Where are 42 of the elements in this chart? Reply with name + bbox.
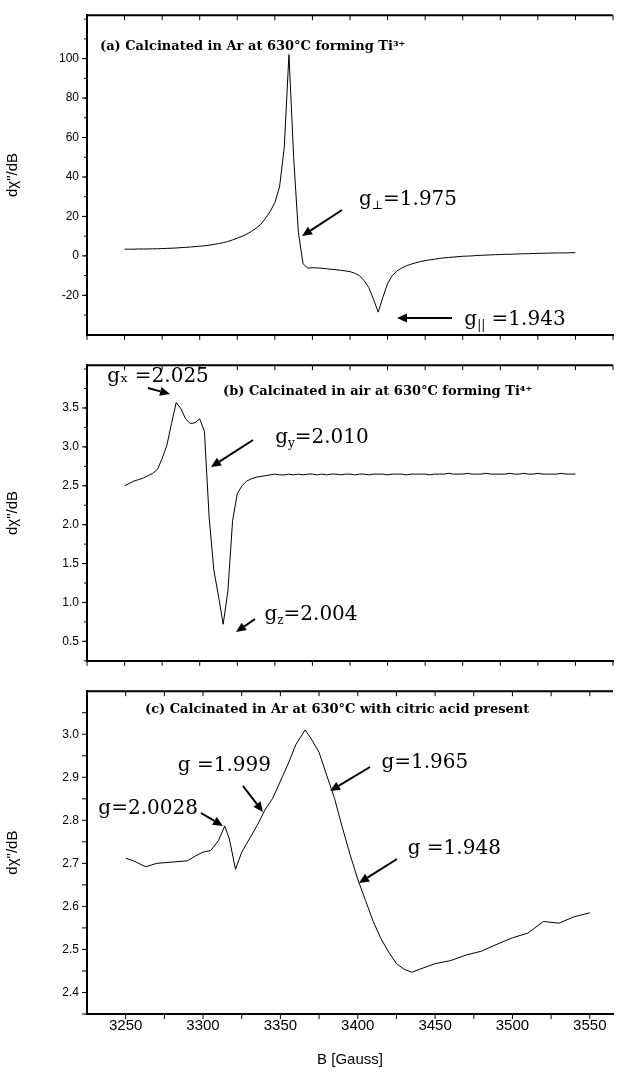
text: (c) Calcinated in Ar at 630°C with citric acid present — [145, 701, 530, 717]
x-tick-label: 3250 — [108, 1016, 143, 1034]
annotation: g⊥=1.975 — [358, 186, 458, 213]
y-tick-label: 2.6 — [62, 898, 80, 913]
y-axis-title: dχ"/dB — [3, 490, 21, 536]
y-tick-label: 2.5 — [62, 941, 80, 956]
x-tick-label: 3300 — [186, 1016, 220, 1034]
y-tick-label: 0.5 — [62, 633, 80, 648]
y-tick-label: 2.9 — [62, 769, 80, 784]
y-tick-label: -20 — [61, 287, 80, 302]
x-tick-label: 3400 — [341, 1016, 375, 1034]
y-tick-label: 1.5 — [62, 555, 80, 570]
annotation: g=2.0028 — [98, 795, 198, 820]
y-tick-label: 3.0 — [62, 439, 80, 454]
annotation: g=1.965 — [381, 748, 469, 773]
annotation: g|| =1.943 — [464, 306, 566, 333]
annotation: g =1.999 — [177, 751, 271, 776]
annotation: gₓ =2.025 — [107, 363, 209, 388]
x-tick-label: 3500 — [495, 1016, 530, 1034]
y-axis-title: dχ"/dB — [3, 152, 21, 198]
x-tick-label: 3450 — [418, 1016, 452, 1034]
x-tick-label: 3350 — [263, 1016, 298, 1034]
x-tick-label: 3550 — [573, 1016, 607, 1034]
y-tick-label: 60 — [65, 129, 80, 144]
y-tick-label: 40 — [65, 169, 80, 184]
y-tick-label: 2.0 — [62, 516, 80, 531]
text: (a) Calcinated in Ar at 630°C forming Ti³⁺ — [100, 38, 406, 54]
text: (b) Calcinated in air at 630°C forming Ti⁴⁺ — [223, 383, 533, 399]
y-tick-label: 3.5 — [62, 400, 80, 415]
x-axis-title: B [Gauss] — [317, 1050, 383, 1068]
y-tick-label: 80 — [65, 90, 80, 105]
y-tick-label: 0 — [72, 248, 80, 263]
y-tick-label: 20 — [65, 208, 80, 223]
y-tick-label: 3.0 — [62, 726, 80, 741]
annotation: g =1.948 — [407, 835, 501, 860]
y-tick-label: 2.8 — [62, 812, 80, 827]
y-tick-label: 2.7 — [62, 855, 80, 870]
y-tick-label: 2.5 — [62, 478, 80, 493]
y-tick-label: 100 — [58, 50, 80, 65]
y-axis-title: dχ"/dB — [3, 830, 21, 875]
y-tick-label: 2.4 — [62, 984, 80, 999]
y-tick-label: 1.0 — [62, 594, 80, 609]
